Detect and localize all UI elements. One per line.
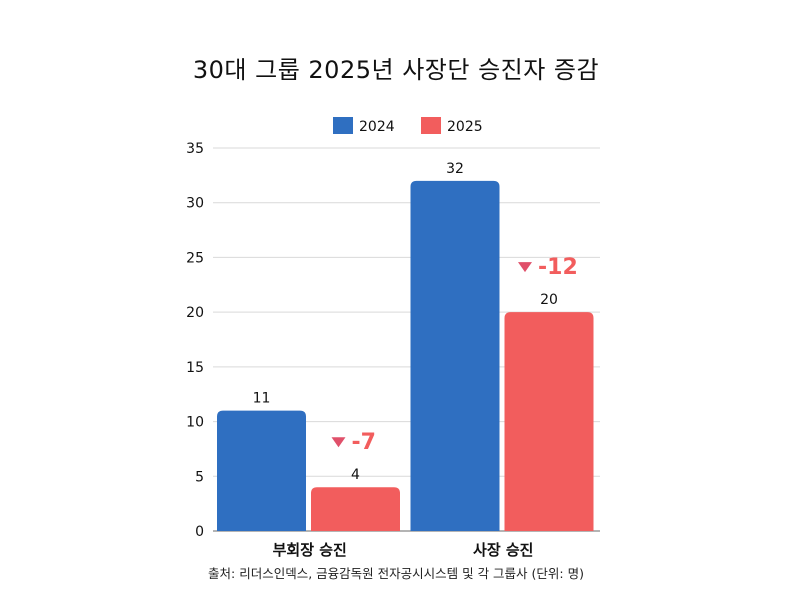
- y-tick-label: 35: [186, 141, 204, 157]
- y-tick-label: 15: [186, 360, 204, 376]
- legend-swatch-2025: [421, 117, 441, 134]
- data-label: 4: [351, 467, 360, 483]
- y-tick-label: 0: [195, 524, 204, 540]
- data-label: 32: [446, 161, 464, 177]
- legend-swatch-2024: [333, 117, 353, 134]
- data-label: 20: [540, 292, 558, 308]
- y-tick-label: 5: [195, 469, 204, 485]
- source-note: 출처: 리더스인덱스, 금융감독원 전자공시시스템 및 각 그룹사 (단위: 명…: [208, 566, 584, 581]
- change-label: -7: [352, 430, 376, 455]
- legend-label-2025: 2025: [447, 119, 483, 135]
- bar-2024-1: [217, 410, 306, 531]
- category-label: 사장 승진: [473, 541, 533, 559]
- y-tick-label: 10: [186, 415, 204, 431]
- bar-2025-2: [504, 312, 594, 531]
- legend-label-2024: 2024: [359, 119, 395, 135]
- bar-2024-2: [410, 180, 500, 532]
- down-triangle-icon: [518, 262, 532, 273]
- category-label: 부회장 승진: [273, 541, 347, 559]
- down-triangle-icon: [331, 437, 346, 448]
- change-label: -12: [538, 255, 578, 280]
- data-label: 11: [253, 391, 271, 407]
- bar-2025-1: [311, 487, 400, 531]
- y-tick-label: 20: [186, 305, 204, 321]
- y-tick-label: 30: [186, 196, 204, 212]
- chart-title: 30대 그룹 2025년 사장단 승진자 증감: [192, 56, 600, 84]
- y-tick-label: 25: [186, 250, 204, 266]
